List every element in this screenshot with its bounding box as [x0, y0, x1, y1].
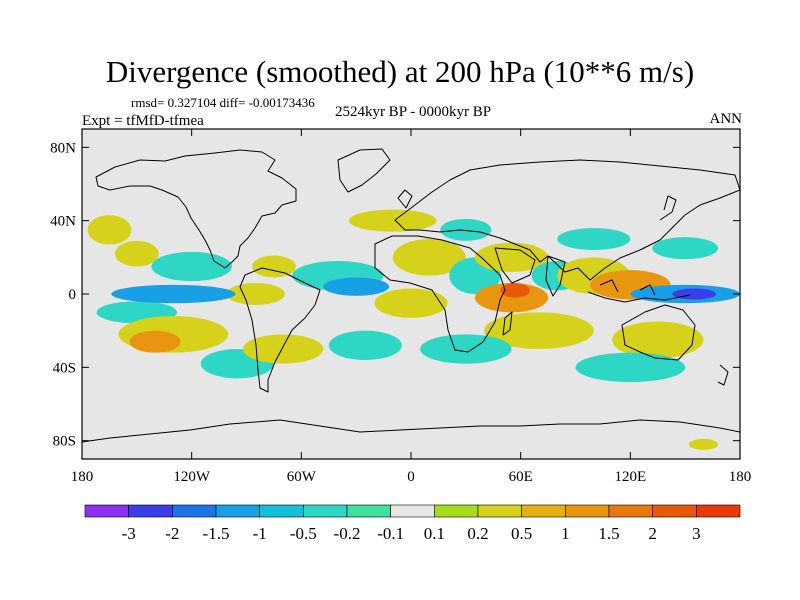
colorbar-swatch — [434, 504, 479, 518]
field-region — [242, 334, 324, 364]
colorbar-label: 1 — [561, 524, 570, 543]
lat-tick-label: 80N — [50, 140, 76, 156]
field-region — [328, 330, 402, 361]
lon-tick-label: 120W — [173, 469, 211, 485]
colorbar-swatch — [390, 504, 435, 518]
field-region — [500, 283, 530, 298]
colorbar-swatch — [84, 504, 129, 518]
longitude-axis: 180 120W 60W 0 60E 120E 180 — [71, 129, 752, 485]
stats-text: rmsd= 0.327104 diff= -0.00173436 — [131, 95, 315, 110]
coastline-uk — [397, 189, 413, 209]
field-region — [251, 255, 296, 278]
colorbar-swatch — [346, 504, 391, 518]
coastline-japan — [659, 195, 677, 221]
field-region — [323, 277, 390, 296]
lat-tick-label: 80S — [53, 434, 76, 450]
colorbar-label: -0.1 — [377, 524, 404, 543]
colorbar-swatch — [608, 504, 653, 518]
colorbar-swatch — [172, 504, 217, 518]
coastline-antarctica — [82, 419, 740, 443]
colorbar-label: -1.5 — [203, 524, 230, 543]
divergence-field — [87, 209, 740, 450]
lat-tick-label: 40N — [50, 214, 76, 230]
coastline-indonesia — [587, 279, 691, 303]
field-region — [440, 218, 492, 241]
field-region — [348, 209, 437, 232]
coastline-south-america — [239, 267, 321, 393]
field-region — [652, 237, 719, 260]
map-panel — [82, 129, 740, 459]
latitude-axis: 80N 40N 0 40S 80S — [50, 140, 740, 450]
colorbar-label: -2 — [165, 524, 179, 543]
field-region — [392, 239, 466, 276]
field-region — [374, 288, 448, 318]
coastline-africa — [374, 235, 506, 353]
lon-tick-label: 60E — [509, 469, 533, 485]
colorbar-swatch — [215, 504, 260, 518]
field-region — [111, 284, 236, 304]
colorbar-label: -0.5 — [290, 524, 317, 543]
colorbar: -3 -2 -1.5 -1 -0.5 -0.2 -0.1 0.1 0.2 0.5 1 1.5 2 3 — [84, 504, 741, 543]
field-region — [484, 312, 594, 349]
coastline-australia — [621, 304, 696, 361]
colorbar-swatch — [303, 504, 348, 518]
lon-tick-label: 120E — [614, 469, 646, 485]
season-label: ANN — [709, 111, 743, 127]
colorbar-label: 3 — [692, 524, 701, 543]
field-region — [129, 330, 181, 353]
colorbar-label: 1.5 — [598, 524, 619, 543]
colorbar-swatch — [652, 504, 697, 518]
field-region — [474, 283, 549, 313]
colorbar-swatch — [259, 504, 304, 518]
lon-tick-label: 0 — [407, 469, 415, 485]
period-label: 2524kyr BP - 0000kyr BP — [334, 104, 492, 120]
lat-tick-label: 0 — [69, 287, 77, 303]
colorbar-swatch — [696, 504, 741, 518]
field-region — [575, 352, 686, 383]
colorbar-label: -0.2 — [334, 524, 361, 543]
coastline-greenland — [337, 148, 391, 193]
colorbar-label: 2 — [648, 524, 657, 543]
colorbar-label: 0.1 — [424, 524, 445, 543]
field-region — [420, 334, 512, 364]
colorbar-label: 0.2 — [467, 524, 488, 543]
coastline-north-america — [95, 149, 297, 269]
colorbar-swatch — [521, 504, 566, 518]
coastline-madagascar — [502, 311, 513, 336]
chart-title: Divergence (smoothed) at 200 hPa (10**6 … — [105, 54, 695, 89]
lon-tick-label: 180 — [729, 469, 752, 485]
coastline-eurasia — [394, 159, 740, 281]
lon-tick-label: 180 — [71, 469, 94, 485]
field-region — [151, 251, 232, 282]
field-region — [114, 240, 159, 267]
colorbar-label: -3 — [122, 524, 136, 543]
experiment-label: Expt = tfMfD-tfmea — [82, 113, 204, 129]
field-region — [612, 321, 704, 359]
field-region — [557, 228, 631, 250]
coastline-new-zealand — [717, 364, 729, 386]
lat-tick-label: 40S — [53, 360, 76, 376]
colorbar-label: 0.5 — [511, 524, 532, 543]
field-region — [672, 288, 717, 300]
coastlines — [82, 148, 740, 443]
colorbar-label: -1 — [253, 524, 267, 543]
colorbar-swatch — [565, 504, 610, 518]
colorbar-swatch — [128, 504, 173, 518]
coastline-india — [545, 255, 566, 297]
lon-tick-label: 60W — [287, 469, 317, 485]
colorbar-swatch — [477, 504, 522, 518]
field-region — [87, 215, 132, 245]
field-region — [688, 438, 719, 450]
coastline-arabia — [494, 247, 536, 284]
